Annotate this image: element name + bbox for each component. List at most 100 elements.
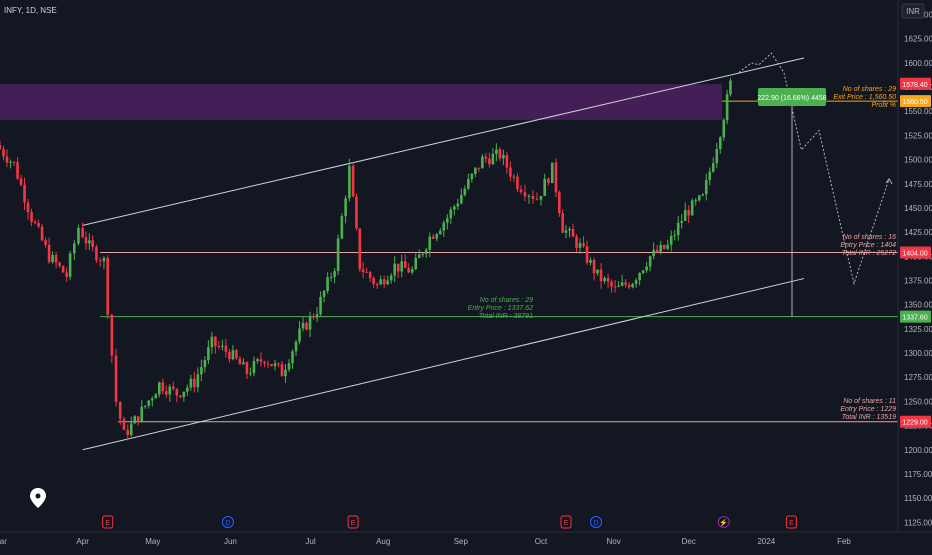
candle-body — [431, 236, 435, 239]
y-tick-label: 1200.00 — [904, 446, 932, 455]
candle-body — [91, 240, 94, 247]
candle-body — [33, 221, 37, 224]
y-tick-label: 1550.00 — [904, 107, 932, 116]
candle-body — [270, 364, 273, 366]
price-tag-box — [900, 77, 931, 90]
symbol-label[interactable]: INFY, 1D, NSE — [4, 6, 57, 15]
y-tick-label: 1425.00 — [904, 228, 932, 237]
candle-body — [382, 279, 386, 285]
y-tick-label: 1325.00 — [904, 325, 932, 334]
candle-body — [329, 276, 333, 278]
candle-body — [200, 367, 203, 375]
candle-body — [389, 275, 393, 281]
candle-body — [16, 162, 19, 179]
earnings-event-icon[interactable]: E — [102, 515, 114, 529]
candle-body — [711, 163, 715, 172]
candle-body — [23, 184, 26, 203]
candle-body — [326, 277, 329, 291]
candle-body — [638, 273, 641, 281]
candle-body — [652, 249, 655, 257]
location-pin-icon[interactable] — [30, 488, 46, 508]
candle-body — [460, 194, 463, 204]
candle-body — [133, 416, 137, 424]
candle-body — [368, 272, 372, 279]
event-markers: E D E E D ⚡ E — [102, 515, 797, 529]
candle-body — [550, 162, 554, 184]
candle-body — [393, 263, 397, 276]
candle-body — [372, 278, 375, 285]
candle-body — [481, 156, 484, 169]
candle-body — [207, 347, 210, 360]
candle-body — [175, 388, 179, 396]
candle-body — [491, 153, 495, 165]
candle-body — [599, 269, 603, 282]
earnings-event-icon[interactable]: E — [560, 515, 572, 529]
y-tick-label: 1450.00 — [904, 204, 932, 213]
candle-body — [435, 234, 439, 239]
event-shape — [590, 516, 603, 528]
candle-body — [648, 256, 652, 267]
candle-body — [217, 346, 221, 348]
candle-body — [365, 271, 368, 273]
candle-body — [308, 316, 312, 330]
price-tag-box — [900, 95, 931, 108]
candle-body — [578, 243, 582, 248]
dividend-event-icon[interactable]: D — [590, 516, 603, 528]
candle-body — [531, 195, 535, 199]
y-tick-label: 1150.00 — [904, 494, 932, 503]
candle-body — [312, 316, 315, 318]
header: INFY, 1D, NSE INR — [4, 3, 925, 19]
earnings-event-icon[interactable]: E — [785, 515, 797, 529]
price-tag-box — [900, 246, 931, 259]
candle-body — [414, 257, 418, 270]
candle-body — [114, 355, 118, 403]
candle-body — [19, 178, 23, 185]
candle-body — [403, 261, 407, 268]
currency-box[interactable] — [901, 3, 925, 19]
candle-body — [238, 358, 242, 365]
candle-body — [136, 416, 140, 422]
candle-body — [44, 240, 47, 245]
earnings-event-icon[interactable]: E — [347, 515, 359, 529]
event-symbol: D — [225, 520, 230, 527]
exit-annotation-line: Exit Price : 1,560.50 — [833, 94, 896, 101]
candle-body — [417, 254, 421, 258]
candle-body — [456, 203, 460, 207]
event-shape — [221, 516, 234, 528]
candle-body — [585, 246, 589, 263]
candle-body — [575, 236, 578, 248]
y-tick-label: 1175.00 — [904, 470, 932, 479]
candle-body — [554, 162, 558, 193]
candle-body — [484, 156, 488, 159]
candle-body — [336, 238, 340, 272]
candle-body — [505, 155, 509, 168]
candle-body — [449, 209, 453, 219]
candle-body — [631, 283, 634, 288]
candle-body — [319, 296, 322, 315]
candle-body — [428, 236, 432, 250]
candle-body — [410, 269, 414, 273]
candle-body — [5, 156, 9, 163]
candle-body — [445, 218, 449, 223]
channel-upper-line — [82, 57, 805, 226]
candle-body — [203, 359, 207, 368]
candle-body — [516, 176, 519, 190]
candle-body — [718, 137, 722, 150]
candle-body — [40, 226, 44, 241]
y-tick-label: 1275.00 — [904, 373, 932, 382]
projection-line — [738, 52, 890, 286]
candle-body — [179, 395, 182, 398]
candle-body — [84, 237, 88, 244]
candle-body — [259, 359, 263, 362]
x-tick-label: Jul — [305, 537, 315, 546]
candle-body — [463, 188, 467, 195]
candle-body — [596, 269, 599, 274]
dividend-event-icon[interactable]: D — [221, 516, 234, 528]
entry-1404-annotation-line: No of shares : 16 — [843, 234, 896, 241]
candle-body — [228, 351, 231, 360]
split-event-icon[interactable]: ⚡ — [717, 516, 730, 528]
candle-body — [474, 167, 477, 174]
